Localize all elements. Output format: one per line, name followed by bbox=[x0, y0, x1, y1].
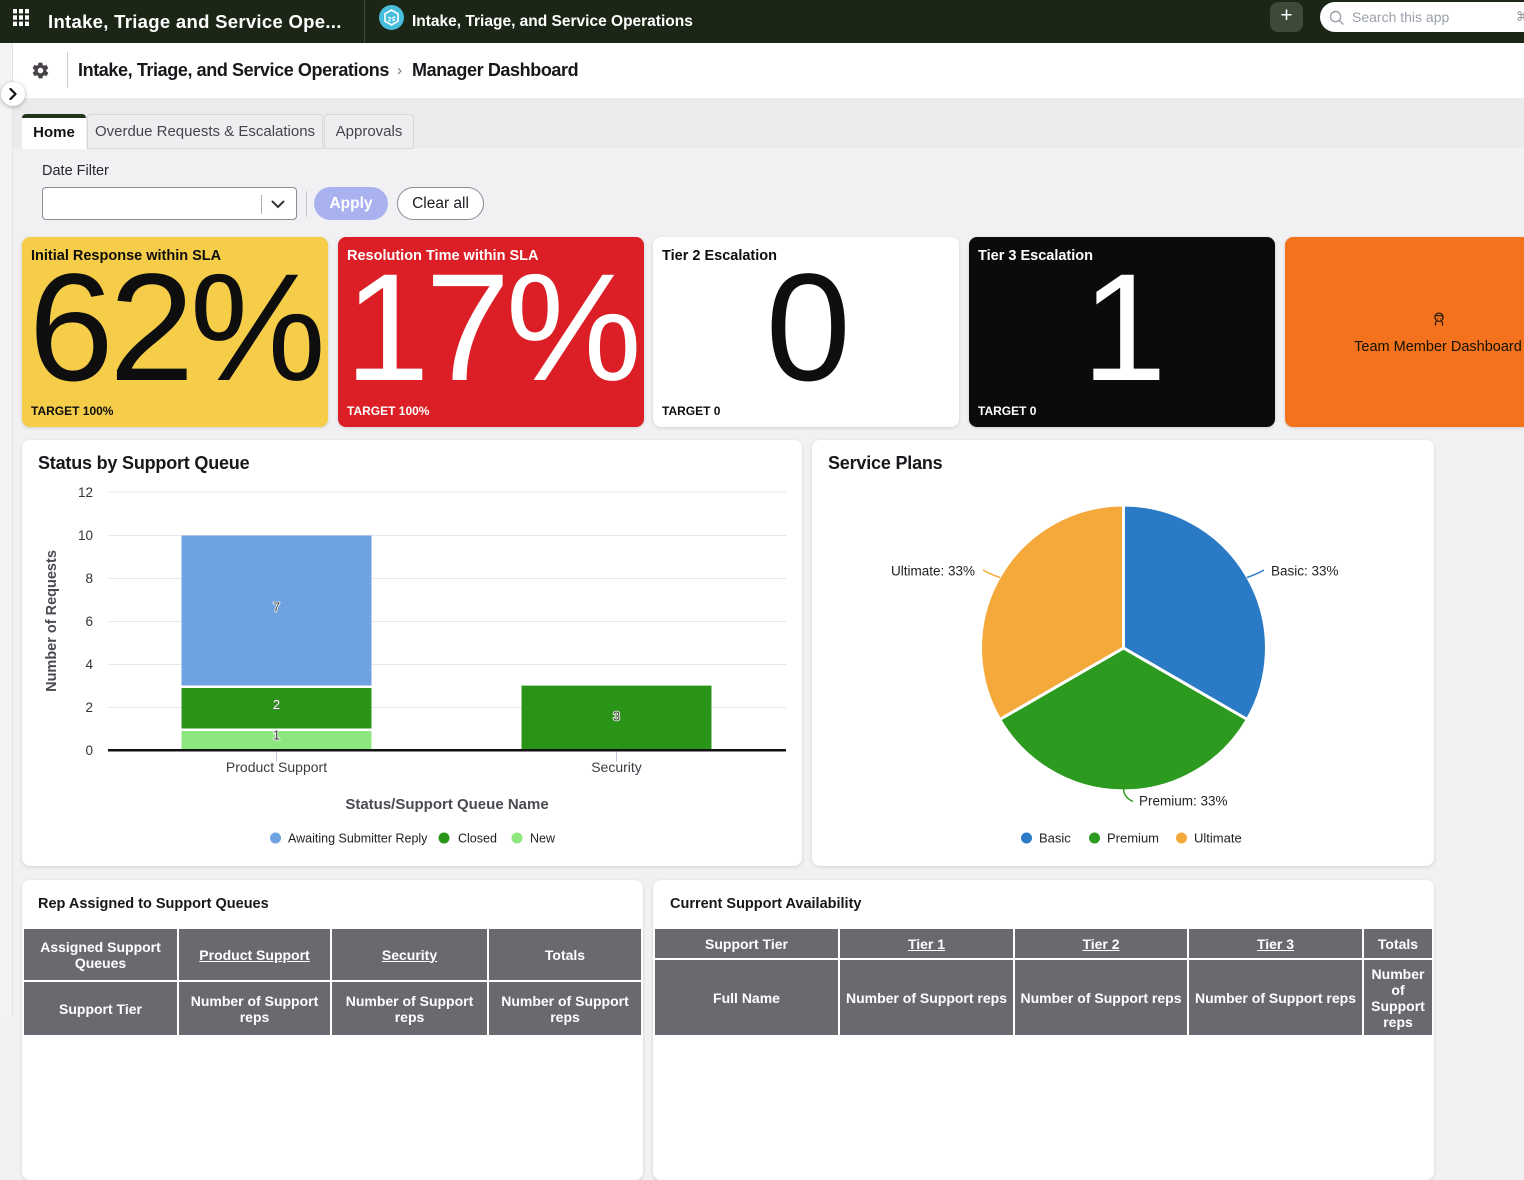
svg-text:10: 10 bbox=[78, 528, 93, 543]
svg-text:New: New bbox=[530, 832, 556, 846]
svg-text:Awaiting Submitter Reply: Awaiting Submitter Reply bbox=[288, 832, 428, 846]
svg-text:12: 12 bbox=[78, 485, 93, 500]
svg-text:2: 2 bbox=[85, 700, 93, 715]
svg-text:Ultimate: Ultimate bbox=[1194, 831, 1242, 846]
svg-text:Basic: Basic bbox=[1039, 831, 1071, 846]
svg-text:Basic: 33%: Basic: 33% bbox=[1271, 564, 1339, 579]
svg-text:1: 1 bbox=[273, 728, 280, 743]
svg-text:Security: Security bbox=[591, 759, 642, 775]
svg-text:7: 7 bbox=[273, 600, 280, 615]
svg-text:Number of Requests: Number of Requests bbox=[44, 550, 60, 692]
svg-text:Ultimate: 33%: Ultimate: 33% bbox=[891, 564, 975, 579]
svg-text:0: 0 bbox=[85, 743, 93, 758]
svg-text:6: 6 bbox=[85, 614, 93, 629]
svg-text:8: 8 bbox=[85, 571, 93, 586]
svg-text:Product Support: Product Support bbox=[226, 759, 327, 775]
svg-text:2: 2 bbox=[273, 697, 280, 712]
svg-text:4: 4 bbox=[85, 657, 93, 672]
svg-text:Premium: 33%: Premium: 33% bbox=[1139, 794, 1228, 809]
svg-text:Status/Support Queue Name: Status/Support Queue Name bbox=[345, 796, 548, 813]
svg-text:Closed: Closed bbox=[458, 832, 497, 846]
svg-text:Premium: Premium bbox=[1107, 831, 1159, 846]
svg-text:3: 3 bbox=[613, 709, 620, 724]
